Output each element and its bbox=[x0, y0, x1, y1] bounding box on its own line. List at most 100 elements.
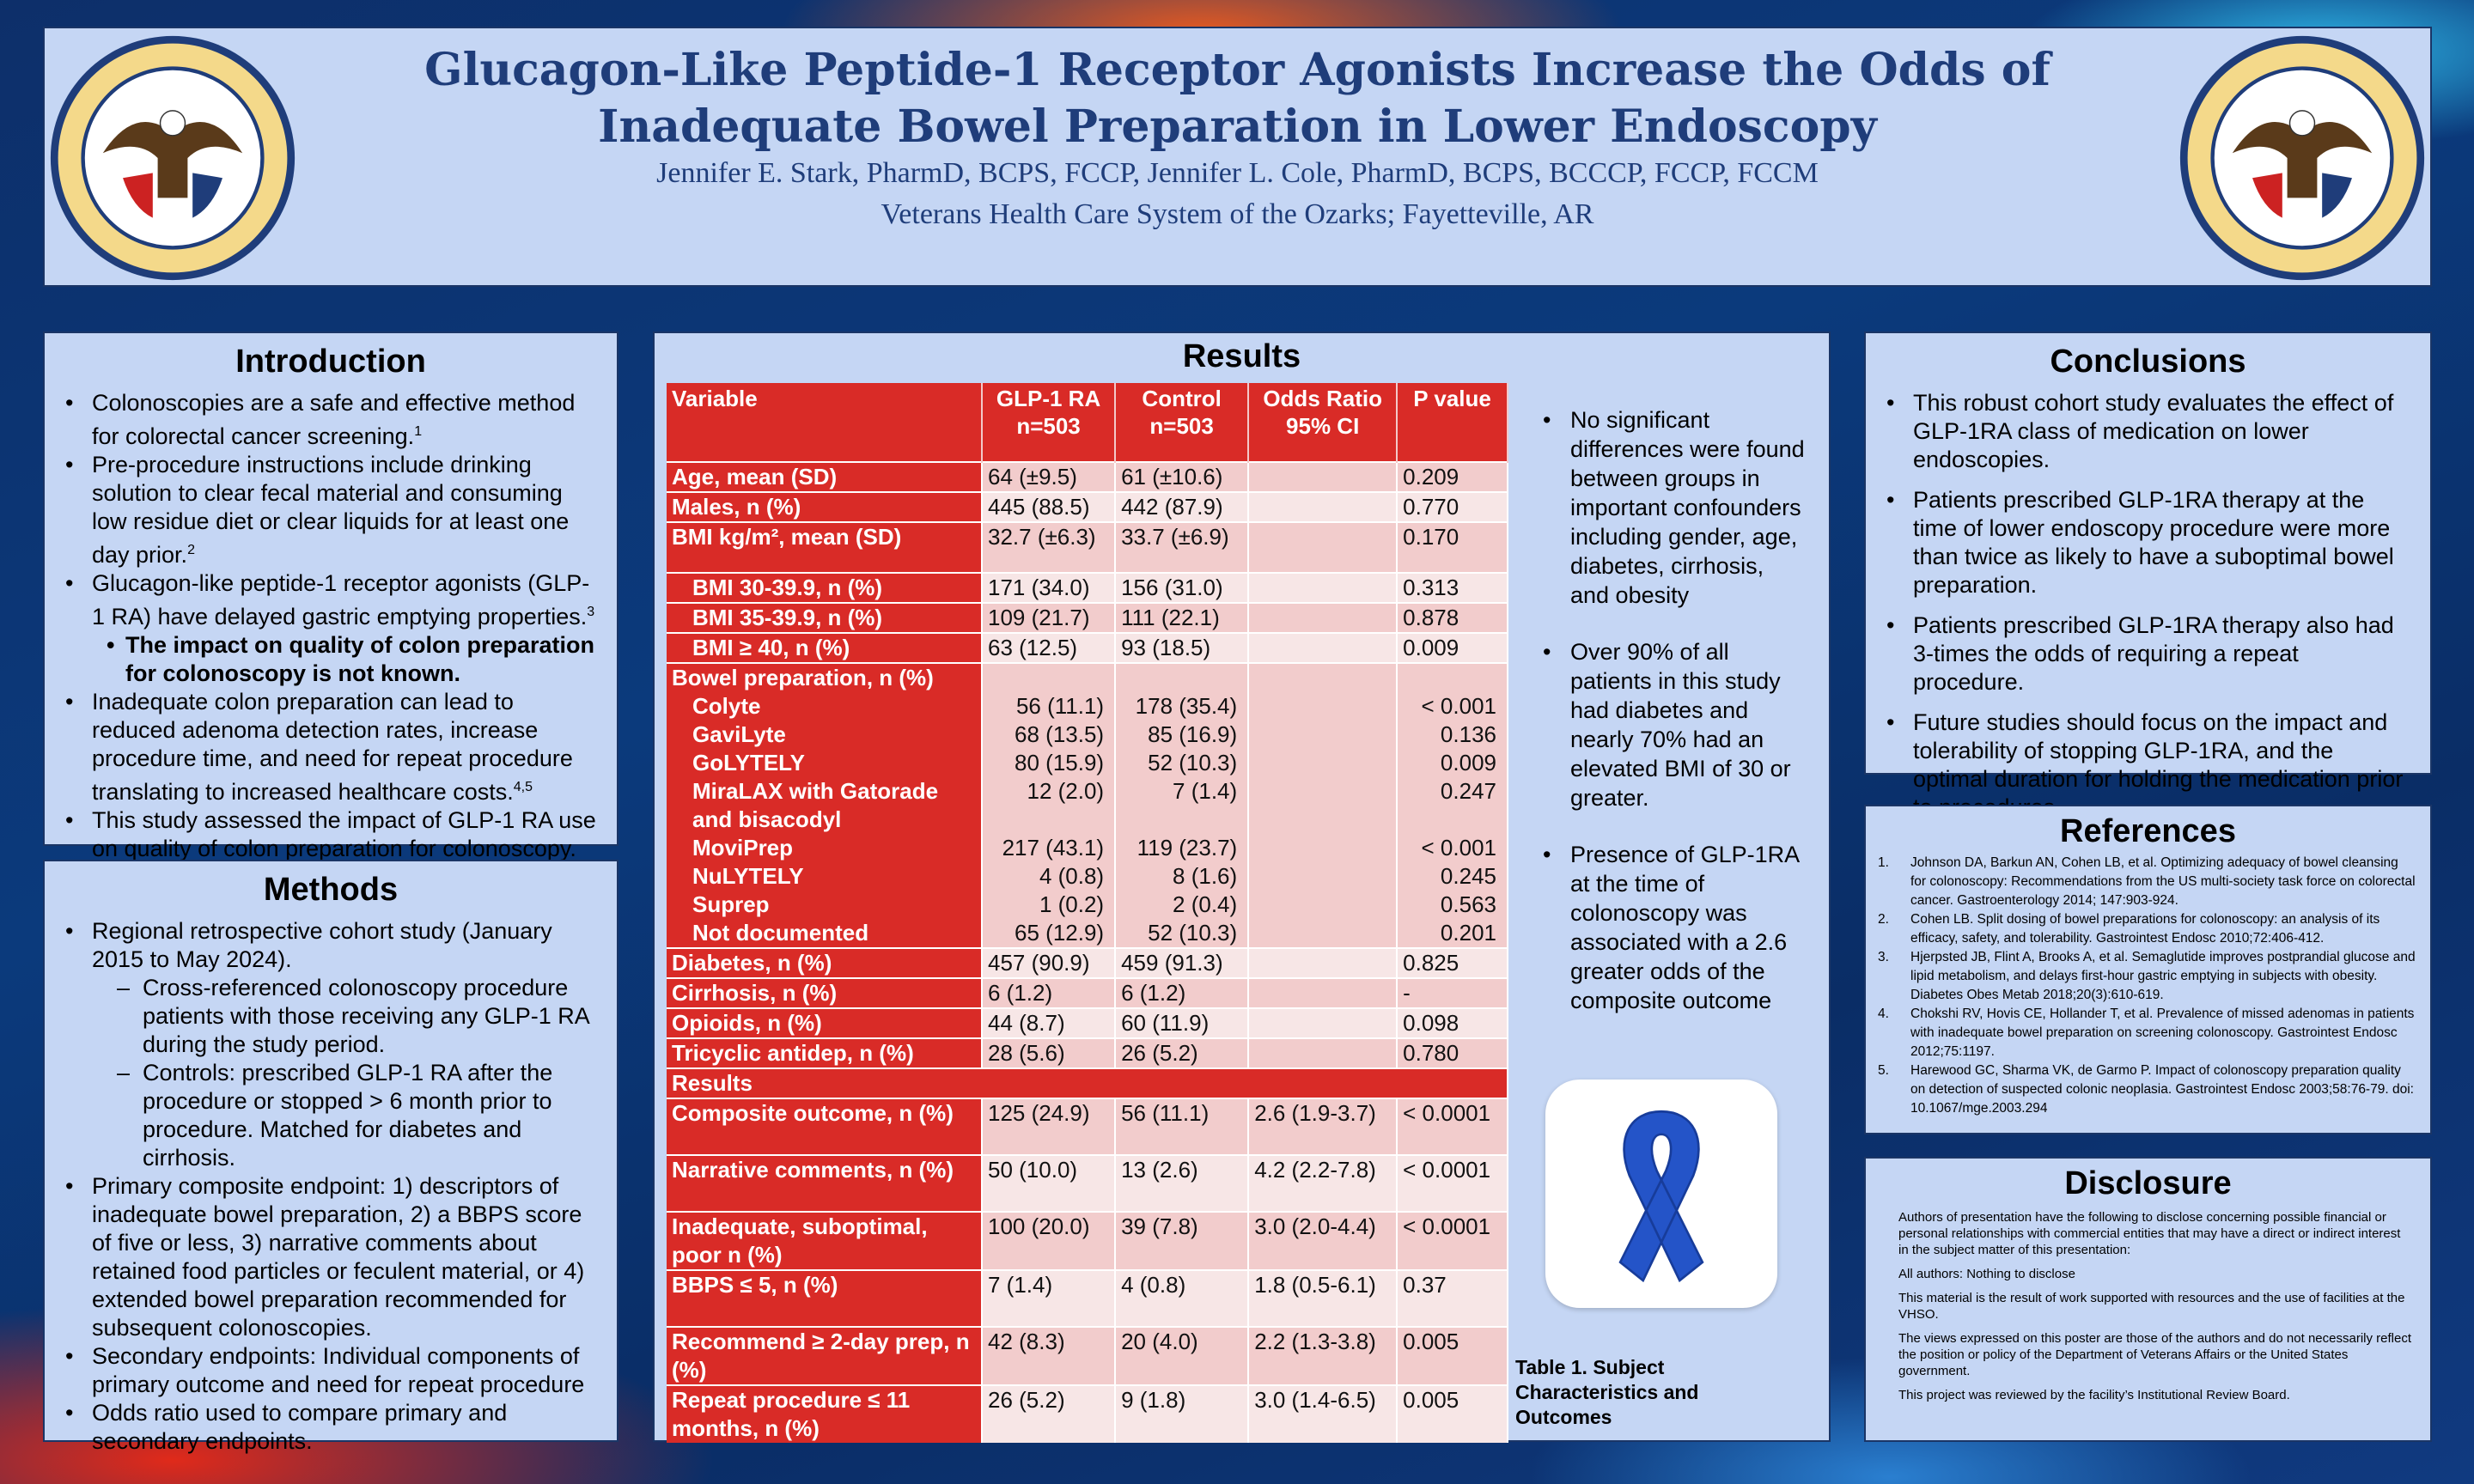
table-row: MoviPrep 217 (43.1) 119 (23.7) < 0.001 bbox=[667, 834, 1508, 862]
column-header: Control n=503 bbox=[1115, 383, 1250, 462]
list-item: Odds ratio used to compare primary and s… bbox=[65, 1399, 600, 1456]
reference-item: 2. Cohen LB. Split dosing of bowel prepar… bbox=[1878, 910, 2416, 948]
value-cell: 39 (7.8) bbox=[1115, 1211, 1250, 1270]
value-cell bbox=[1248, 749, 1398, 777]
authors: Jennifer E. Stark, PharmD, BCPS, FCCP, J… bbox=[656, 157, 1819, 189]
reference-text: Harewood GC, Sharma VK, de Garmo P. Impa… bbox=[1910, 1063, 2414, 1116]
table-row: Tricyclic antidep, n (%) 28 (5.6) 26 (5.2)… bbox=[667, 1037, 1508, 1068]
value-cell: 64 (±9.5) bbox=[982, 461, 1117, 492]
reference-item: 3. Hjerpsted JB, Flint A, Brooks A, et al… bbox=[1878, 948, 2416, 1005]
table-row: BMI ≥ 40, n (%) 63 (12.5) 93 (18.5) 0.009 bbox=[667, 632, 1508, 663]
item-text: Inadequate colon preparation can lead to… bbox=[92, 689, 573, 805]
value-cell: 56 (11.1) bbox=[982, 692, 1117, 721]
variable-cell: GoLYTELY bbox=[667, 749, 983, 777]
value-cell: 56 (11.1) bbox=[1115, 1098, 1250, 1155]
value-cell: 0.313 bbox=[1397, 572, 1508, 603]
section-heading: Disclosure bbox=[2064, 1165, 2232, 1201]
results-bullets: No significant differences were found be… bbox=[1522, 397, 1823, 1043]
value-cell bbox=[1248, 947, 1398, 978]
value-cell: 1.8 (0.5-6.1) bbox=[1248, 1269, 1398, 1327]
references-section: References 1. Johnson DA, Barkun AN, Cohe… bbox=[1864, 805, 2432, 1134]
results-section: Results Variable GLP-1 RA n=503 Control n=… bbox=[653, 331, 1831, 1443]
table-row: GoLYTELY 80 (15.9) 52 (10.3) 0.009 bbox=[667, 749, 1508, 777]
value-cell bbox=[1397, 662, 1508, 692]
table-row: BMI kg/m², mean (SD) 32.7 (±6.3) 33.7 (±6.… bbox=[667, 521, 1508, 573]
value-cell bbox=[1248, 862, 1398, 891]
conclusions-list: This robust cohort study evaluates the e… bbox=[1866, 380, 2430, 822]
value-cell: 68 (13.5) bbox=[982, 721, 1117, 749]
list-item: Cross-referenced colonoscopy procedure p… bbox=[65, 974, 600, 1059]
disclosure-section: Disclosure Authors of presentation have … bbox=[1864, 1157, 2432, 1442]
variable-cell: Diabetes, n (%) bbox=[667, 947, 983, 978]
reference-number: 3. bbox=[1878, 950, 1889, 964]
value-cell bbox=[1248, 977, 1398, 1008]
value-cell bbox=[1248, 777, 1398, 834]
value-cell: < 0.001 bbox=[1397, 834, 1508, 862]
va-seal-logo bbox=[50, 35, 296, 281]
variable-cell: GaviLyte bbox=[667, 721, 983, 749]
value-cell: 63 (12.5) bbox=[982, 632, 1117, 663]
value-cell bbox=[982, 662, 1117, 692]
citation: 4,5 bbox=[513, 780, 533, 794]
table-row: Suprep 1 (0.2) 2 (0.4) 0.563 bbox=[667, 891, 1508, 919]
list-item: This robust cohort study evaluates the e… bbox=[1886, 389, 2413, 474]
table-row: Repeat procedure ≤ 11 months, n (%) 26 (5… bbox=[667, 1384, 1508, 1443]
title-line-1: Glucagon-Like Peptide-1 Receptor Agonist… bbox=[424, 44, 2050, 96]
list-item: Patients prescribed GLP-1RA therapy at t… bbox=[1886, 486, 2413, 599]
value-cell bbox=[1248, 721, 1398, 749]
variable-cell: Opioids, n (%) bbox=[667, 1007, 983, 1038]
disclosure-paragraph: This project was reviewed by the facilit… bbox=[1898, 1388, 2290, 1402]
value-cell: 0.005 bbox=[1397, 1384, 1508, 1443]
value-cell: 156 (31.0) bbox=[1115, 572, 1250, 603]
va-seal-logo bbox=[2179, 35, 2425, 281]
value-cell: 12 (2.0) bbox=[982, 777, 1117, 834]
variable-cell: Tricyclic antidep, n (%) bbox=[667, 1037, 983, 1068]
reference-number: 4. bbox=[1878, 1007, 1889, 1021]
disclosure-paragraph: All authors: Nothing to disclose bbox=[1898, 1267, 2075, 1281]
variable-cell: Colyte bbox=[667, 692, 983, 721]
table-row: Composite outcome, n (%) 125 (24.9) 56 (11… bbox=[667, 1098, 1508, 1155]
section-heading: References bbox=[2060, 813, 2236, 849]
methods-list: Regional retrospective cohort study (Jan… bbox=[45, 909, 617, 1456]
citation: 2 bbox=[187, 543, 195, 557]
value-cell bbox=[1248, 891, 1398, 919]
value-cell: 111 (22.1) bbox=[1115, 602, 1250, 633]
variable-cell: Narrative comments, n (%) bbox=[667, 1154, 983, 1212]
value-cell: 4 (0.8) bbox=[1115, 1269, 1250, 1327]
value-cell: 109 (21.7) bbox=[982, 602, 1117, 633]
value-cell: 442 (87.9) bbox=[1115, 491, 1250, 522]
reference-text: Chokshi RV, Hovis CE, Hollander T, et al… bbox=[1910, 1007, 2415, 1059]
value-cell: < 0.0001 bbox=[1397, 1154, 1508, 1212]
value-cell: 0.37 bbox=[1397, 1269, 1508, 1327]
list-item: The impact on quality of colon preparati… bbox=[65, 631, 600, 688]
value-cell: 3.0 (1.4-6.5) bbox=[1248, 1384, 1398, 1443]
variable-cell: NuLYTELY bbox=[667, 862, 983, 891]
value-cell: 9 (1.8) bbox=[1115, 1384, 1250, 1443]
variable-cell: Inadequate, suboptimal, poor n (%) bbox=[667, 1211, 983, 1270]
value-cell: 50 (10.0) bbox=[982, 1154, 1117, 1212]
value-cell: 0.247 bbox=[1397, 777, 1508, 834]
value-cell: 60 (11.9) bbox=[1115, 1007, 1250, 1038]
value-cell: 26 (5.2) bbox=[1115, 1037, 1250, 1068]
list-item: Inadequate colon preparation can lead to… bbox=[65, 688, 600, 806]
value-cell bbox=[1248, 919, 1398, 948]
section-heading: Results bbox=[1182, 338, 1301, 374]
value-cell: 178 (35.4) bbox=[1115, 692, 1250, 721]
variable-cell: Recommend ≥ 2-day prep, n (%) bbox=[667, 1326, 983, 1385]
list-item: Regional retrospective cohort study (Jan… bbox=[65, 917, 600, 974]
disclosure-text: Authors of presentation have the followi… bbox=[1866, 1202, 2430, 1403]
variable-cell: Repeat procedure ≤ 11 months, n (%) bbox=[667, 1384, 983, 1443]
list-item: Presence of GLP-1RA at the time of colon… bbox=[1543, 840, 1806, 1015]
table-row: BMI 35-39.9, n (%) 109 (21.7) 111 (22.1) 0.… bbox=[667, 602, 1508, 633]
value-cell: 2.6 (1.9-3.7) bbox=[1248, 1098, 1398, 1155]
awareness-ribbon-icon bbox=[1545, 1080, 1777, 1308]
table-row: Narrative comments, n (%) 50 (10.0) 13 (2.… bbox=[667, 1154, 1508, 1212]
table-row: Not documented 65 (12.9) 52 (10.3) 0.201 bbox=[667, 919, 1508, 948]
value-cell: 125 (24.9) bbox=[982, 1098, 1117, 1155]
value-cell: 0.245 bbox=[1397, 862, 1508, 891]
value-cell: 2 (0.4) bbox=[1115, 891, 1250, 919]
value-cell: 93 (18.5) bbox=[1115, 632, 1250, 663]
section-heading: Conclusions bbox=[2050, 344, 2246, 380]
variable-cell: Composite outcome, n (%) bbox=[667, 1098, 983, 1155]
value-cell: < 0.001 bbox=[1397, 692, 1508, 721]
